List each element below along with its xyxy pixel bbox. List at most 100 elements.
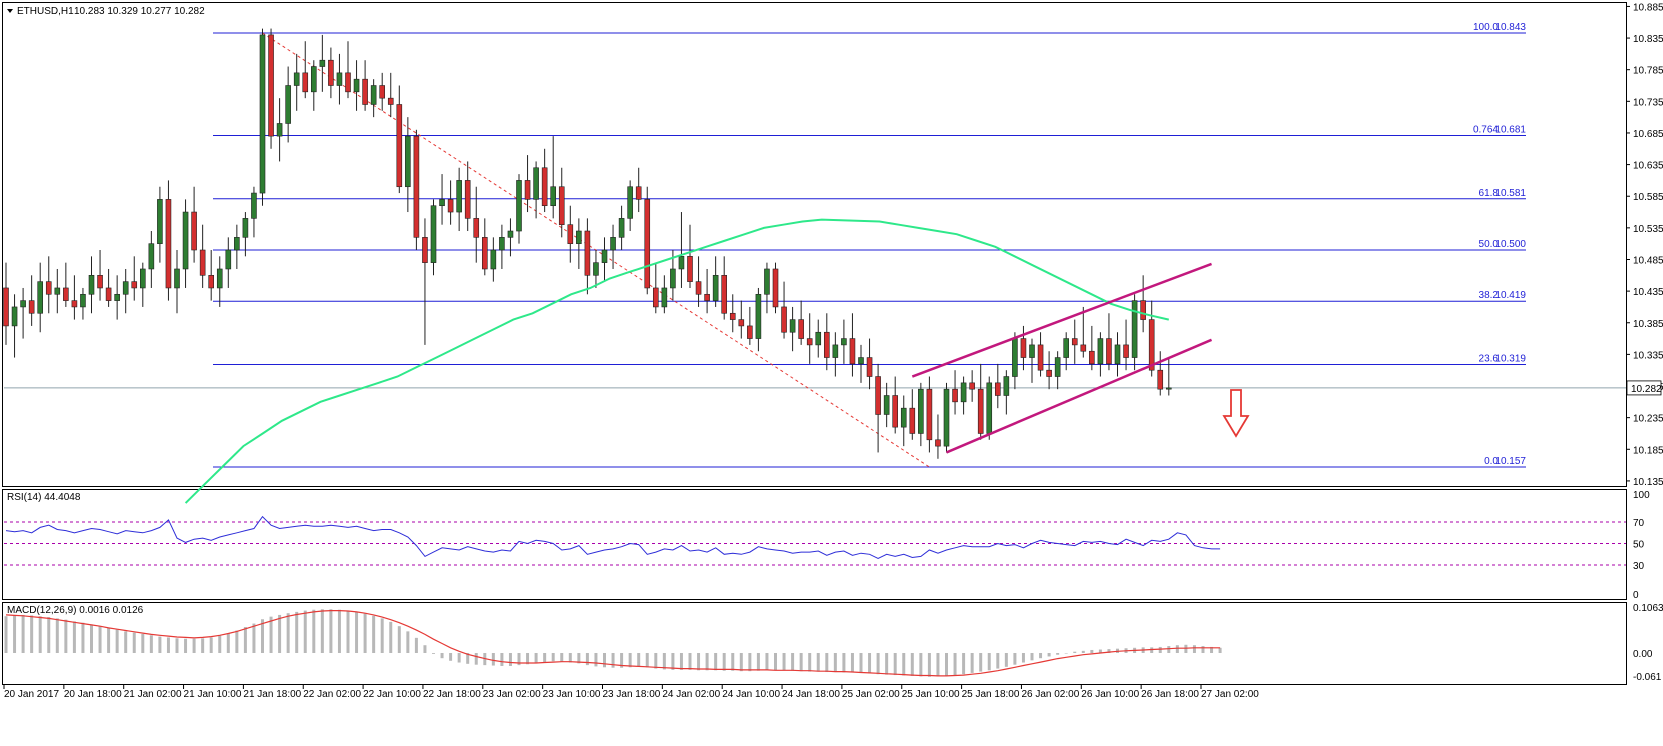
macd-bar (560, 653, 564, 662)
macd-bar (474, 653, 478, 665)
candle (1097, 332, 1104, 377)
candle-body (969, 382, 975, 390)
price-tick-label: 10.585 (1633, 192, 1663, 203)
macd-bar (979, 653, 983, 672)
rsi-panel[interactable] (2, 489, 1627, 600)
candle-body (1097, 338, 1104, 365)
macd-bar (1090, 649, 1094, 653)
candle-body (798, 319, 804, 339)
macd-bar (902, 653, 906, 676)
candle (918, 382, 924, 447)
candle (687, 224, 693, 288)
macd-bar (158, 636, 162, 653)
rsi-tick-label: 0 (1633, 590, 1639, 601)
candle (439, 174, 445, 225)
candle-body (815, 331, 822, 346)
candle (1046, 351, 1052, 390)
candle (345, 41, 351, 99)
candle (977, 363, 984, 440)
time-tick-label: 20 Jan 2017 (4, 689, 59, 700)
candle-body (276, 123, 283, 137)
candle (533, 161, 539, 219)
rsi-tick-label: 70 (1633, 518, 1645, 529)
candle-body (533, 167, 539, 200)
candle-body (550, 186, 557, 207)
fib-value-label: 10.319 (1495, 354, 1526, 365)
time-tick-label: 22 Jan 02:00 (303, 689, 361, 700)
macd-bar (4, 616, 8, 653)
macd-bar (397, 626, 401, 653)
macd-bar (218, 635, 222, 653)
time-tick-label: 25 Jan 02:00 (842, 689, 900, 700)
macd-bar (47, 617, 51, 653)
time-tick-label: 25 Jan 18:00 (962, 689, 1020, 700)
macd-bar (731, 653, 735, 671)
candle-body (764, 268, 770, 295)
macd-bar (295, 611, 299, 653)
chart-dropdown-icon[interactable] (7, 9, 13, 13)
price-tick-label: 10.385 (1633, 319, 1663, 330)
macd-bar (603, 653, 606, 668)
candle (302, 41, 309, 99)
candle-body (345, 72, 351, 93)
candle (174, 250, 180, 314)
macd-bar (175, 638, 179, 653)
candle-body (1003, 376, 1010, 396)
fib-level-label: 0.764 (1473, 124, 1498, 135)
rsi-layer (4, 515, 1626, 566)
candle-body (918, 388, 924, 434)
fib-value-label: 10.157 (1495, 456, 1526, 467)
candle (422, 218, 428, 345)
macd-bar (945, 653, 948, 676)
macd-bar (637, 653, 641, 667)
candle-body (88, 275, 95, 295)
candle (1071, 319, 1078, 364)
candle-body (524, 180, 531, 200)
macd-bar (329, 609, 333, 653)
candle-body (952, 388, 958, 403)
candle (576, 218, 582, 269)
macd-bar (166, 637, 170, 653)
candle (823, 313, 830, 371)
macd-bar (406, 631, 410, 653)
candle (1157, 351, 1164, 396)
time-tick-label: 21 Jan 18:00 (243, 689, 301, 700)
candle (80, 287, 86, 320)
candle (1114, 332, 1121, 377)
candle-body (285, 85, 291, 124)
candle (387, 72, 394, 118)
candle (199, 224, 206, 288)
price-panel[interactable] (2, 2, 1627, 487)
candle-body (80, 293, 86, 308)
macd-bar (671, 653, 675, 670)
candle (216, 256, 223, 307)
time-tick-label: 23 Jan 18:00 (603, 689, 661, 700)
candle-body (900, 407, 907, 428)
macd-bar (149, 635, 153, 653)
candle-body (1106, 338, 1112, 365)
macd-bar (620, 653, 624, 668)
candle-body (670, 268, 676, 289)
candle (276, 98, 283, 162)
macd-bar (372, 615, 376, 653)
candle (242, 212, 249, 257)
candle-body (45, 281, 52, 295)
candle (1166, 357, 1172, 396)
candle-body (379, 85, 386, 99)
candle (140, 262, 146, 307)
rsi-tick-label: 50 (1633, 540, 1645, 551)
macd-bar (363, 613, 367, 653)
candle-body (541, 167, 548, 207)
macd-bar (799, 653, 803, 672)
macd-bar (235, 630, 239, 653)
candle-body (464, 180, 471, 219)
candle-body (1046, 369, 1052, 377)
candle-body (234, 237, 240, 251)
candle (362, 60, 368, 111)
macd-bar (688, 653, 692, 670)
macd-bar (705, 653, 709, 671)
macd-bar (389, 621, 393, 653)
macd-bar (72, 621, 76, 653)
candle (97, 250, 103, 301)
